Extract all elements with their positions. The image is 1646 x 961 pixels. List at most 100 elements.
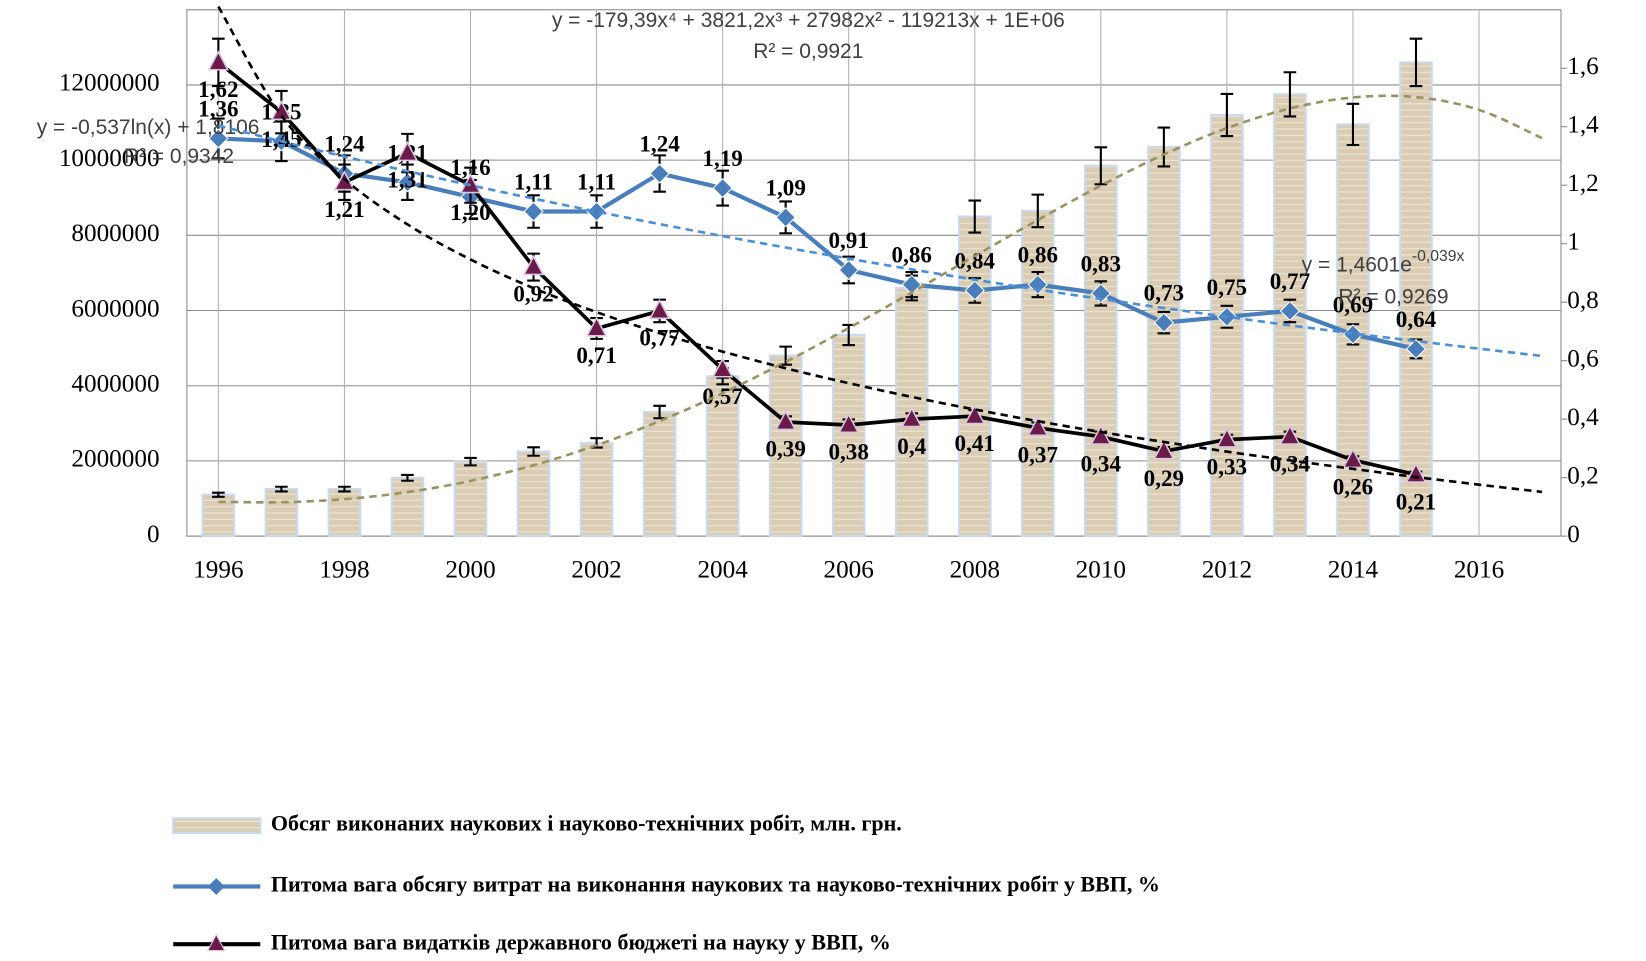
bar (705, 375, 740, 538)
data-label: 0,75 (1207, 274, 1247, 300)
marker (1153, 312, 1175, 333)
y-tick-label: 4000000 (71, 371, 159, 398)
data-label: 0,39 (765, 436, 805, 462)
y2-tick-label: 1,4 (1567, 112, 1599, 139)
data-label: 0,84 (955, 247, 996, 273)
equation-text: y = -0,537ln(x) + 1,8106 (37, 116, 260, 139)
error-bar (527, 446, 540, 457)
data-label: 0,26 (1333, 474, 1373, 500)
x-tick-label: 2004 (697, 557, 748, 584)
marker (1342, 324, 1364, 345)
data-label: 0,71 (576, 342, 616, 368)
y-tick-label: 12000000 (59, 70, 160, 97)
marker (1153, 439, 1175, 460)
bar (1399, 61, 1433, 538)
bar (201, 493, 236, 538)
data-label: 1,24 (639, 131, 680, 157)
bar (1147, 145, 1181, 538)
equation-sup: -0,039x (1412, 248, 1465, 265)
data-label: 0,38 (828, 439, 868, 465)
data-label: 0,91 (828, 227, 868, 253)
error-bar (401, 473, 414, 482)
y2-tick-label: 0,8 (1567, 287, 1598, 314)
error-bar (212, 491, 225, 498)
y-tick-label: 10000000 (59, 145, 160, 172)
marker (1405, 462, 1427, 483)
y2-tick-label: 1,2 (1567, 170, 1598, 197)
error-bar (1220, 92, 1234, 138)
error-bar (1346, 102, 1360, 147)
data-label: 0,34 (1081, 450, 1122, 476)
error-bar (968, 199, 982, 234)
marker (648, 298, 671, 320)
trend-equation: y = -0,537ln(x) + 1,8106 (37, 116, 260, 139)
data-label: 0,4 (897, 433, 926, 459)
marker (397, 172, 418, 193)
bar (390, 476, 425, 538)
data-label: 1,20 (450, 199, 490, 225)
y-tick-label: 0 (147, 521, 160, 548)
marker (711, 357, 734, 378)
error-bar (464, 456, 477, 467)
marker (586, 201, 607, 222)
marker (522, 254, 545, 276)
marker (775, 207, 796, 228)
trend-r-squared: R² = 0,9921 (753, 40, 863, 63)
legend-label: Питома вага видатків державного бюджеті … (271, 929, 891, 954)
marker (837, 412, 860, 434)
data-label: 0,86 (1018, 242, 1058, 268)
data-label: 0,92 (513, 281, 553, 307)
x-tick-label: 2000 (445, 557, 495, 584)
x-tick-label: 2010 (1076, 557, 1126, 584)
y2-tick-label: 0 (1567, 521, 1580, 548)
data-label: 0,64 (1396, 306, 1437, 332)
data-label: 1,62 (198, 76, 238, 102)
data-label: 0,83 (1081, 250, 1121, 276)
data-label: 1,11 (577, 169, 616, 195)
y-tick-label: 2000000 (71, 446, 159, 473)
legend-swatch (172, 817, 262, 835)
legend-label: Обсяг виконаних наукових і науково-техні… (271, 811, 902, 836)
data-label: 0,73 (1144, 280, 1184, 306)
y2-tick-label: 0,2 (1567, 462, 1598, 489)
x-tick-label: 1996 (193, 557, 243, 584)
bar (768, 354, 803, 538)
data-label: 1,36 (198, 95, 238, 121)
y2-tick-label: 0,4 (1567, 404, 1599, 431)
data-label: 0,41 (955, 430, 995, 456)
marker (1279, 300, 1301, 322)
data-label: 0,86 (892, 242, 932, 268)
data-label: 0,29 (1144, 465, 1184, 491)
marker (900, 406, 923, 428)
x-tick-label: 2006 (824, 557, 874, 584)
marker (774, 409, 797, 431)
data-label: 0,37 (1018, 442, 1058, 468)
trend-r-squared: R² = 0,9269 (1338, 286, 1448, 309)
bar (327, 488, 362, 538)
equation-text: y = -179,39x⁴ + 3821,2x³ + 27982x² - 119… (552, 9, 1065, 32)
marker (1342, 447, 1364, 469)
bar (579, 441, 614, 538)
x-tick-label: 2002 (571, 557, 621, 584)
data-label: 1,09 (765, 174, 805, 200)
error-bar (1031, 193, 1045, 229)
bar (264, 488, 299, 538)
trendline (217, 5, 1543, 494)
marker (649, 163, 670, 184)
error-bar (1157, 126, 1171, 168)
y-tick-label: 8000000 (71, 220, 159, 247)
x-tick-label: 1998 (319, 557, 369, 584)
x-tick-label: 2008 (950, 557, 1000, 584)
data-label: 0,77 (1270, 268, 1310, 294)
marker (585, 316, 608, 337)
marker (838, 259, 859, 281)
x-tick-label: 2016 (1454, 557, 1504, 584)
marker (207, 50, 230, 71)
y2-tick-label: 0,6 (1567, 345, 1598, 372)
marker (1027, 274, 1048, 295)
marker (964, 404, 986, 425)
legend-label: Питома вага обсягу витрат на виконання н… (271, 872, 1160, 897)
line (217, 60, 1417, 477)
marker (964, 280, 985, 301)
